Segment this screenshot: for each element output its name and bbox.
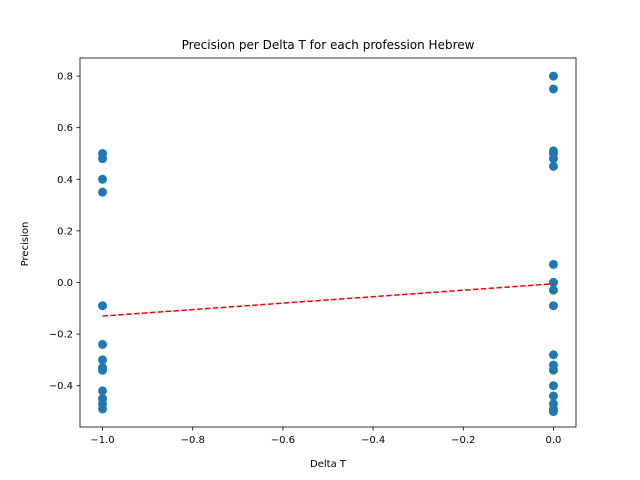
- y-tick-label: 0.4: [57, 175, 73, 186]
- data-point: [548, 301, 558, 311]
- plot-area: −1.0 −0.8 −0.6 −0.4 −0.2 0.0 −0.4 −0.2 0.0 0.2 0.4…: [49, 57, 577, 446]
- data-point: [98, 301, 108, 311]
- axes-frame: [79, 57, 577, 428]
- data-point: [98, 404, 108, 414]
- data-point: [548, 154, 558, 164]
- x-tick-label: −0.6: [271, 435, 295, 446]
- data-point: [98, 365, 108, 375]
- y-tick-label: 0.0: [57, 278, 73, 289]
- data-point: [98, 386, 108, 396]
- data-point: [548, 365, 558, 375]
- data-point: [548, 84, 558, 94]
- data-point: [98, 187, 108, 197]
- data-point: [548, 350, 558, 360]
- data-point: [548, 161, 558, 171]
- data-point: [548, 381, 558, 391]
- data-point: [548, 71, 558, 81]
- x-tick-label: 0.0: [546, 435, 562, 446]
- x-tick-label: −0.4: [361, 435, 385, 446]
- y-tick-label: −0.2: [49, 330, 73, 341]
- data-point: [98, 339, 108, 349]
- y-tick-label: 0.6: [57, 123, 73, 134]
- data-point: [98, 174, 108, 184]
- x-axis-label: Delta T: [310, 459, 347, 470]
- data-point: [98, 154, 108, 164]
- trend-line: [102, 283, 554, 317]
- data-point: [548, 407, 558, 417]
- data-point: [548, 277, 558, 287]
- data-point: [548, 391, 558, 401]
- data-point: [548, 259, 558, 269]
- y-tick-label: −0.4: [49, 381, 73, 392]
- x-tick-label: −0.2: [451, 435, 475, 446]
- chart-title: Precision per Delta T for each professio…: [182, 38, 475, 52]
- x-tick-label: −0.8: [181, 435, 205, 446]
- x-tick-label: −1.0: [90, 435, 114, 446]
- y-tick-label: 0.8: [57, 72, 73, 83]
- data-point: [98, 355, 108, 365]
- y-axis-label: Precision: [20, 222, 31, 267]
- data-point: [548, 285, 558, 295]
- y-tick-label: 0.2: [57, 226, 73, 237]
